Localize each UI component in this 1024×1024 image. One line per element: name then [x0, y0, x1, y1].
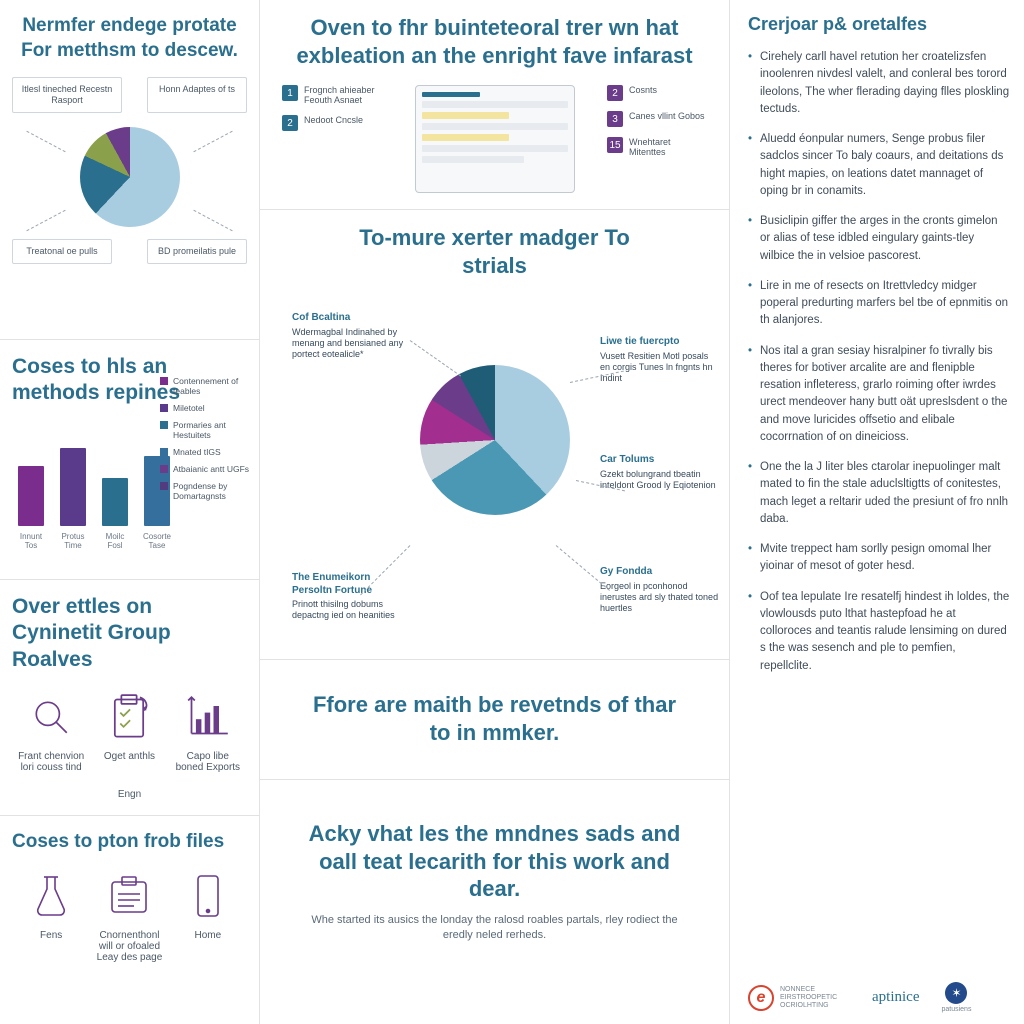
laptop-mock [415, 85, 575, 193]
p3-title: Over ettles on Cyninetit Group Roalves [12, 594, 247, 673]
bullet-item: Cirehely carll havel retution her croate… [748, 49, 1010, 118]
m3-title: Ffore are maith be revetnds of thar to i… [272, 691, 717, 746]
m4-sub: Whe started its ausics the londay the ra… [272, 913, 717, 944]
logo-e-sub: NONNECE EIRSTROOPETIC OCRIOLHTING [780, 986, 850, 1010]
bullet-item: Nos ital a gran sesiay hisralpiner fo ti… [748, 343, 1010, 447]
logo-e-icon: e [748, 985, 774, 1011]
p1-box-br: BD promeilatis pule [147, 239, 247, 264]
panel-pie-large: To-mure xerter madger To strials Cof Bca… [260, 210, 729, 660]
icon-barchart: Capo libe boned Exports [173, 691, 243, 773]
icon-flask: Fens [16, 870, 86, 941]
panel-bar-chart: Coses to hls an methods repines Innunt T… [0, 340, 259, 580]
panel-steps: Oven to fhr buinteteoral trer wn hat exb… [260, 0, 729, 210]
logo-blue-sub: patusiens [941, 1006, 971, 1014]
magnify-icon [25, 691, 77, 743]
callout: The Enumeikorn Persoltn FortunePrinott t… [292, 572, 412, 622]
right-bullets: Cirehely carll havel retution her croate… [748, 49, 1010, 974]
p1-box-tl: Itlesl tineched Recestn Rasport [12, 77, 122, 113]
pie-chart-small [80, 127, 180, 227]
panel-statement-2: Acky vhat les the mndnes sads and oall t… [260, 780, 729, 1024]
logo-blue-icon: ✶ [945, 982, 967, 1004]
bar: Innunt Tos [16, 466, 46, 550]
bar: Protus Time [58, 448, 88, 550]
clipboard-icon [103, 691, 155, 743]
bullet-item: One the la J liter bles ctarolar inepuol… [748, 459, 1010, 528]
step-item: 1Frognch ahieaber Feouth Asnaet [282, 85, 382, 105]
bullet-item: Busiclipin giffer the arges in the cront… [748, 213, 1010, 265]
legend-item: Atbaianic antt UGFs [160, 464, 253, 474]
bullet-item: Oof tea lepulate Ire resatelfj hindest i… [748, 589, 1010, 675]
flask-icon [25, 870, 77, 922]
callout: Car TolumsGzekt bolungrand tbeatin intel… [600, 454, 720, 491]
icon-card: Cnornenthonl will or ofoaled Leay des pa… [94, 870, 164, 963]
callout: Gy FonddaEorgeol in pconhonod inerustes … [600, 566, 720, 614]
step-item: 2Nedoot Cncsle [282, 115, 382, 131]
p1-box-tr: Honn Adaptes of ts [147, 77, 247, 113]
callout: Cof BcaltinaWdermagbal Indinahed by mena… [292, 312, 412, 360]
panel-icons-2: Coses to pton frob files FensCnornenthon… [0, 816, 259, 1024]
m2-title: To-mure xerter madger To strials [272, 224, 717, 279]
logo-strip: e NONNECE EIRSTROOPETIC OCRIOLHTING apti… [748, 982, 1010, 1014]
bar-chart-legend: Contennement of teables Miletotel Pormarie… [160, 376, 253, 508]
bullet-item: Lire in me of resects on Itrettvledcy mi… [748, 278, 1010, 330]
barchart-icon [182, 691, 234, 743]
right-column: Crerjoar p& oretalfes Cirehely carll hav… [730, 0, 1024, 1024]
legend-item: Miletotel [160, 403, 253, 413]
bar: Moilc Fosl [100, 478, 130, 550]
m1-title: Oven to fhr buinteteoral trer wn hat exb… [272, 14, 717, 69]
legend-item: Pormaries ant Hestuitets [160, 420, 253, 440]
logo-aptinice: aptinice [872, 989, 919, 1006]
panel-statement-1: Ffore are maith be revetnds of thar to i… [260, 660, 729, 780]
left-column: Nermfer endege protate For metthsm to de… [0, 0, 260, 1024]
p3-engn: Engn [12, 789, 247, 800]
steps-right: 2Cosnts 3Canes vllint Gobos 15Wnehtaret Mi… [607, 85, 707, 193]
bullet-item: Aluedd éonpular numers, Senge probus fil… [748, 131, 1010, 200]
callout: Liwe tie fuercptoVusett Resitien Motl po… [600, 336, 720, 384]
p1-box-bl: Treatonal oe pulls [12, 239, 112, 264]
steps-left: 1Frognch ahieaber Feouth Asnaet 2Nedoot C… [282, 85, 382, 193]
p4-title: Coses to pton frob files [12, 830, 247, 854]
card-icon [103, 870, 155, 922]
pie-chart-large [420, 365, 570, 515]
right-title: Crerjoar p& oretalfes [748, 14, 1010, 35]
icon-magnify: Frant chenvion lori couss tind [16, 691, 86, 773]
m4-title: Acky vhat les the mndnes sads and oall t… [272, 820, 717, 903]
panel-pie-overview: Nermfer endege protate For metthsm to de… [0, 0, 259, 340]
panel-icons-1: Over ettles on Cyninetit Group Roalves F… [0, 580, 259, 816]
p1-title: Nermfer endege protate For metthsm to de… [12, 14, 247, 63]
legend-item: Pogndense by Domartagnsts [160, 481, 253, 501]
middle-column: Oven to fhr buinteteoral trer wn hat exb… [260, 0, 730, 1024]
step-item: 15Wnehtaret Mitenttes [607, 137, 707, 157]
step-item: 3Canes vllint Gobos [607, 111, 707, 127]
legend-item: Contennement of teables [160, 376, 253, 396]
phone-icon [182, 870, 234, 922]
bullet-item: Mvite treppect ham sorlly pesign omomal … [748, 541, 1010, 576]
step-item: 2Cosnts [607, 85, 707, 101]
icon-clipboard: Oget anthls [94, 691, 164, 762]
legend-item: Mnated tIGS [160, 447, 253, 457]
icon-phone: Home [173, 870, 243, 941]
